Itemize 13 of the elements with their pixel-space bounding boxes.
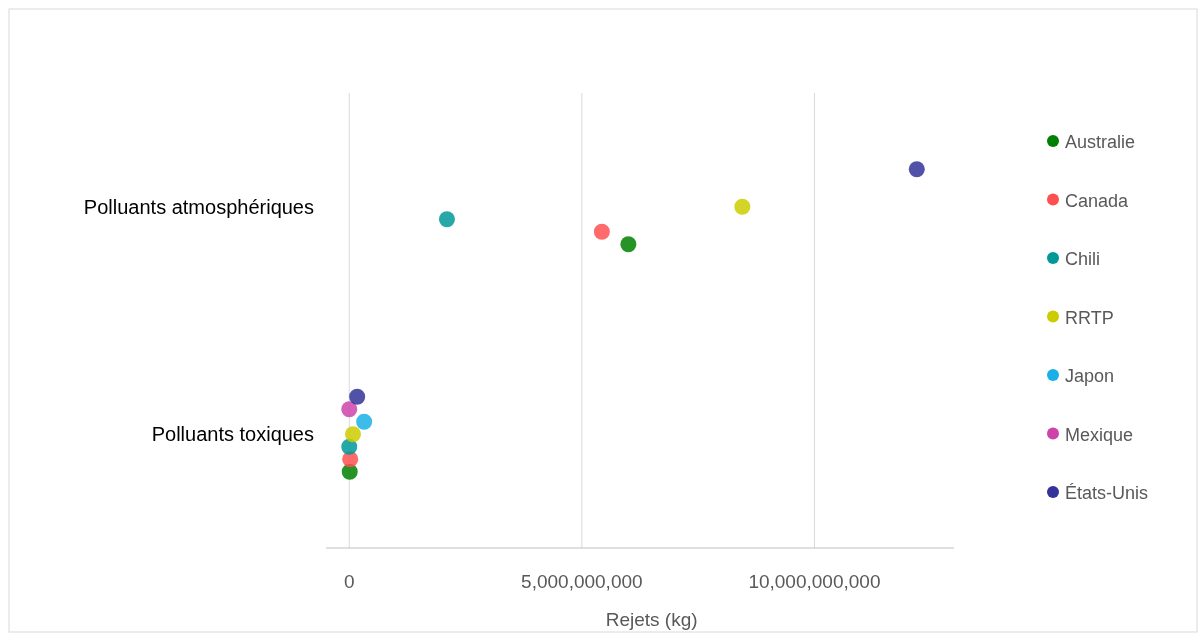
y-tick-label: Polluants toxiques [151, 423, 314, 446]
y-tick-label: Polluants atmosphériques [83, 195, 314, 218]
x-tick-label: 10,000,000,000 [748, 571, 881, 592]
legend-label: Canada [1065, 190, 1130, 211]
legend-label: États-Unis [1065, 483, 1149, 503]
legend-label: Chili [1065, 249, 1101, 269]
legend-label: Japon [1065, 366, 1115, 386]
legend-label: RRTP [1065, 307, 1114, 328]
x-tick-label: 0 [343, 571, 355, 592]
legend-label: Australie [1065, 132, 1136, 152]
legend-label: Mexique [1065, 424, 1134, 445]
x-tick-label: 5,000,000,000 [521, 571, 643, 592]
x-axis-title: Rejets (kg) [605, 609, 698, 630]
